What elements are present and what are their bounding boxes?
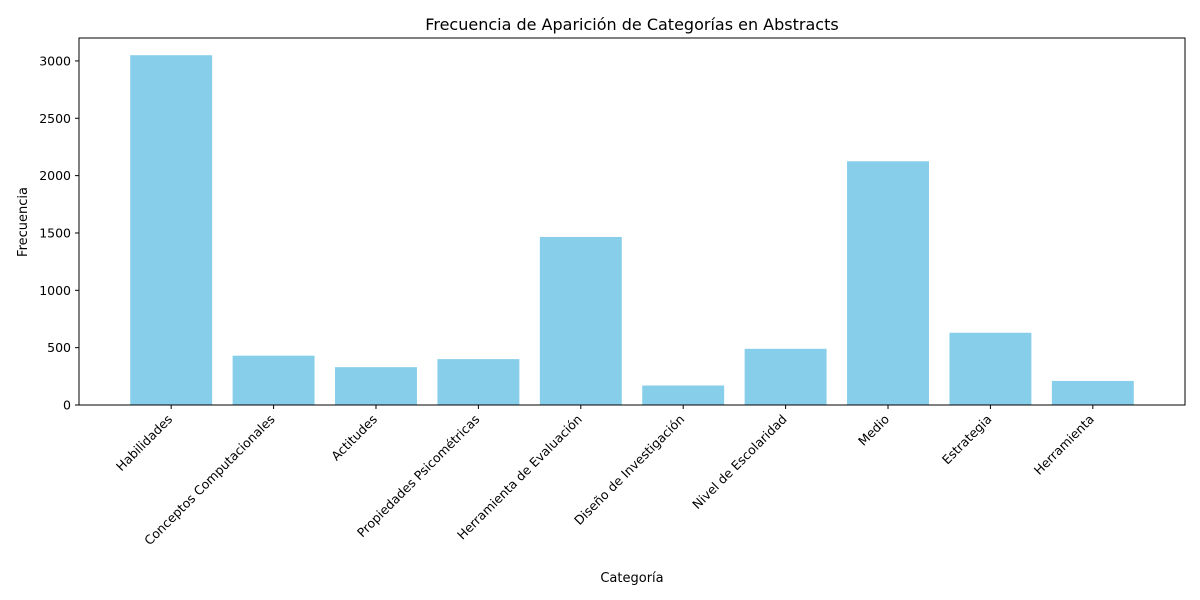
y-tick-label: 500 <box>47 340 71 355</box>
y-tick-label: 1500 <box>39 225 71 240</box>
x-tick-label: Habilidades <box>113 412 175 474</box>
bar-1 <box>232 355 315 405</box>
x-tick-label: Nivel de Escolaridad <box>689 412 790 513</box>
x-tick-label: Herramienta <box>1031 412 1097 478</box>
y-tick-label: 3000 <box>39 53 71 68</box>
bar-5 <box>642 385 725 405</box>
y-axis-ticks: 0 500 1000 1500 2000 2500 3000 <box>39 53 79 413</box>
chart-title: Frecuencia de Aparición de Categorías en… <box>425 15 838 34</box>
bar-9 <box>1051 380 1134 405</box>
bar-8 <box>949 332 1032 405</box>
bar-0 <box>130 55 213 405</box>
y-tick-label: 1000 <box>39 283 71 298</box>
x-tick-label: Estrategia <box>939 412 995 468</box>
y-axis-label: Frecuencia <box>16 187 31 257</box>
x-tick-label: Actitudes <box>328 412 380 464</box>
bars-group <box>130 55 1134 405</box>
x-tick-label: Diseño de Investigación <box>571 412 687 528</box>
y-tick-label: 2000 <box>39 168 71 183</box>
bar-7 <box>847 161 929 405</box>
plot-frame <box>78 37 1186 406</box>
y-tick-label: 0 <box>63 398 71 413</box>
bar-3 <box>437 359 520 405</box>
bar-2 <box>335 367 417 405</box>
x-axis-label: Categoría <box>600 571 663 586</box>
x-tick-label: Medio <box>855 412 892 449</box>
y-tick-label: 2500 <box>39 111 71 126</box>
x-tick-label: Propiedades Psicométricas <box>354 412 483 541</box>
bar-4 <box>539 236 622 405</box>
x-tick-label: Herramienta de Evaluación <box>454 412 585 543</box>
bar-6 <box>744 348 827 405</box>
